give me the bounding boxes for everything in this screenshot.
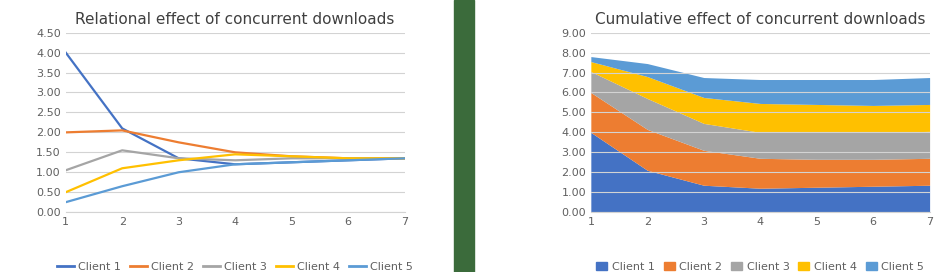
- Client 1: [116, 127, 128, 130]
- Client 5: [60, 200, 71, 204]
- Client 1: [229, 163, 240, 166]
- Client 3: [229, 159, 240, 162]
- Client 4: [173, 159, 184, 162]
- Line: Client 5: Client 5: [66, 158, 405, 202]
- Client 1: [286, 161, 298, 164]
- Client 1: [399, 157, 410, 160]
- Client 4: [116, 167, 128, 170]
- Client 4: [286, 155, 298, 158]
- Title: Cumulative effect of concurrent downloads: Cumulative effect of concurrent download…: [595, 12, 926, 27]
- Title: Relational effect of concurrent downloads: Relational effect of concurrent download…: [75, 12, 394, 27]
- Client 1: [60, 51, 71, 54]
- Client 2: [399, 157, 410, 160]
- Client 5: [399, 157, 410, 160]
- Client 1: [173, 157, 184, 160]
- Line: Client 2: Client 2: [66, 130, 405, 158]
- Client 4: [343, 157, 354, 160]
- Legend: Client 1, Client 2, Client 3, Client 4, Client 5: Client 1, Client 2, Client 3, Client 4, …: [592, 257, 929, 272]
- Client 5: [116, 185, 128, 188]
- Legend: Client 1, Client 2, Client 3, Client 4, Client 5: Client 1, Client 2, Client 3, Client 4, …: [53, 257, 418, 272]
- Line: Client 3: Client 3: [66, 150, 405, 170]
- Client 3: [343, 157, 354, 160]
- Client 5: [286, 161, 298, 164]
- Client 2: [343, 157, 354, 160]
- Client 3: [286, 157, 298, 160]
- Client 5: [173, 171, 184, 174]
- Client 5: [343, 159, 354, 162]
- Client 1: [343, 159, 354, 162]
- Client 4: [399, 157, 410, 160]
- Client 2: [60, 131, 71, 134]
- Line: Client 4: Client 4: [66, 154, 405, 192]
- Client 3: [60, 169, 71, 172]
- Client 2: [229, 151, 240, 154]
- Client 3: [116, 149, 128, 152]
- Client 3: [173, 157, 184, 160]
- Client 3: [399, 157, 410, 160]
- Client 4: [60, 191, 71, 194]
- Line: Client 1: Client 1: [66, 52, 405, 164]
- Client 4: [229, 153, 240, 156]
- Client 2: [116, 129, 128, 132]
- Client 2: [286, 155, 298, 158]
- Client 2: [173, 141, 184, 144]
- Client 5: [229, 163, 240, 166]
